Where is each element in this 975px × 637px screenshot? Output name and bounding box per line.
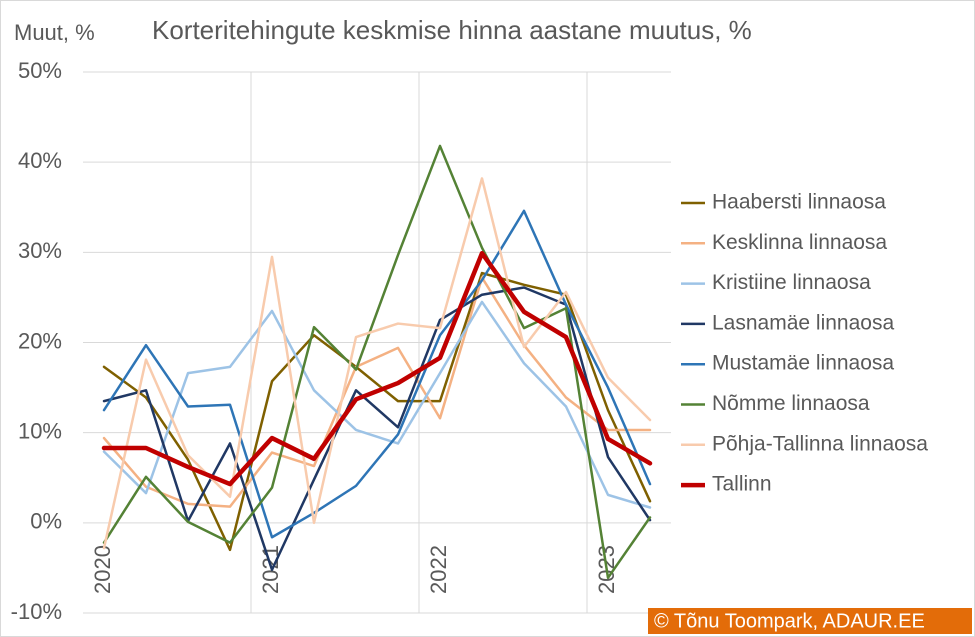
y-tick-label: -10% (11, 599, 62, 624)
series-line (102, 271, 652, 552)
y-tick-label: 0% (30, 509, 62, 534)
series-line (101, 250, 653, 487)
x-tick-label: 2020 (90, 545, 115, 594)
legend-label: Põhja-Tallinna linnaosa (712, 432, 928, 455)
series-line (102, 276, 652, 508)
legend-label: Lasnamäe linnaosa (712, 311, 894, 334)
y-tick-label: 30% (18, 238, 62, 263)
series-line (102, 144, 652, 580)
credit: © Tõnu Toompark, ADAUR.EE (654, 610, 925, 632)
credit-box (648, 608, 972, 634)
x-tick-label: 2022 (426, 545, 451, 594)
series-line (102, 177, 652, 550)
legend-label: Mustamäe linnaosa (712, 352, 894, 375)
legend-label: Nõmme linnaosa (712, 392, 870, 415)
y-tick-label: 10% (18, 418, 62, 443)
legend-label: Kristiine linnaosa (712, 271, 871, 294)
series-line (102, 300, 652, 509)
series-line (102, 209, 652, 539)
y-tick-label: 50% (18, 58, 62, 83)
y-axis-label: Muut, % (14, 20, 95, 45)
y-tick-label: 40% (18, 148, 62, 173)
legend-label: Haabersti linnaosa (712, 191, 886, 214)
chart-title: Korteritehingute keskmise hinna aastane … (152, 15, 752, 45)
legend-label: Tallinn (712, 473, 772, 496)
y-tick-label: 20% (18, 328, 62, 353)
legend-label: Kesklinna linnaosa (712, 231, 887, 254)
